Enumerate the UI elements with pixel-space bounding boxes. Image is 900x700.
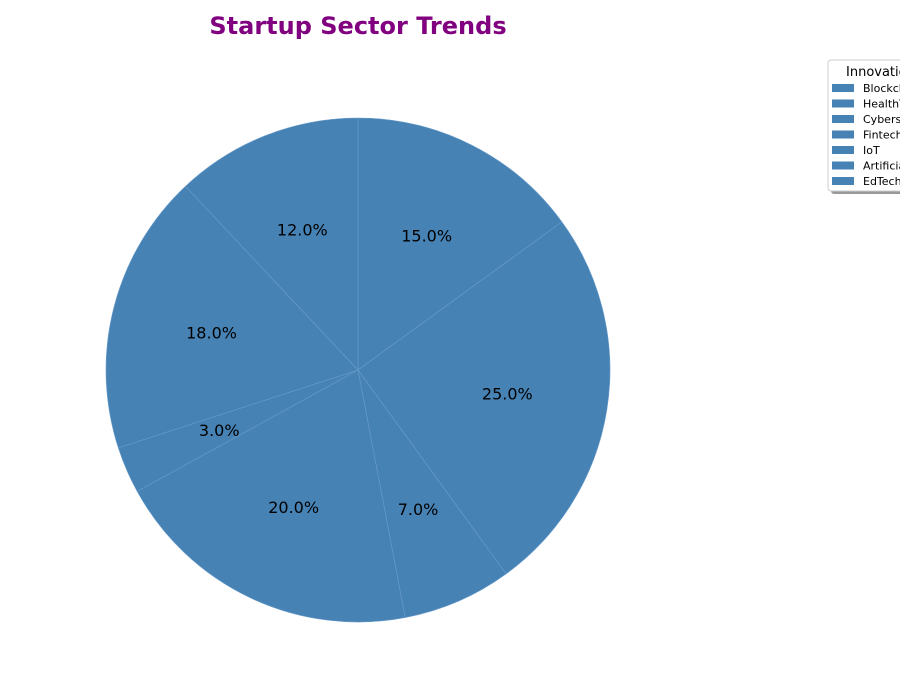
pie-value-label: 7.0% [398,500,439,519]
pie-labels: 15.0% 25.0% 7.0% 20.0% 3.0% 18.0% 12.0% [186,220,533,518]
pie-value-label: 18.0% [186,323,237,342]
legend-swatch [832,177,854,185]
legend-label: Cybersecurity [863,113,900,126]
legend-title: Innovation Areas [846,65,900,80]
legend-swatch [832,161,854,170]
legend-swatch [832,130,854,139]
pie-value-label: 12.0% [277,220,328,239]
pie-slice-cybersecurity [357,369,507,618]
pie-slice-blockchain [357,117,563,371]
legend-label: HealthTech [863,98,900,111]
legend-label: EdTech [863,175,900,188]
legend-swatch [832,99,854,108]
legend-label: Blockchain [863,82,900,95]
legend-swatch [832,146,854,154]
legend-label: Fintech [863,129,900,142]
pie-value-label: 3.0% [199,421,240,440]
legend-items: Blockchain HealthTech Cybersecurity Fintech… [832,82,900,188]
pie-slice-fintech [136,369,406,623]
legend-label: Artificial Intelligence [863,160,900,173]
legend-swatch [832,84,854,92]
pie-slice-artificial-intelligence [105,185,359,449]
pie-value-label: 15.0% [401,226,452,245]
pie-slice-healthtech [357,221,611,575]
pie-slice-edtech [185,117,359,371]
pie-value-label: 20.0% [268,498,319,517]
legend-box [827,59,900,192]
legend: Innovation Areas Blockchain HealthTech Cyb… [827,59,900,194]
legend-swatch [832,115,854,123]
pie-value-label: 25.0% [482,385,533,404]
pie-slices [105,117,611,623]
chart-title: Startup Sector Trends [209,12,506,40]
legend-label: IoT [863,144,880,157]
